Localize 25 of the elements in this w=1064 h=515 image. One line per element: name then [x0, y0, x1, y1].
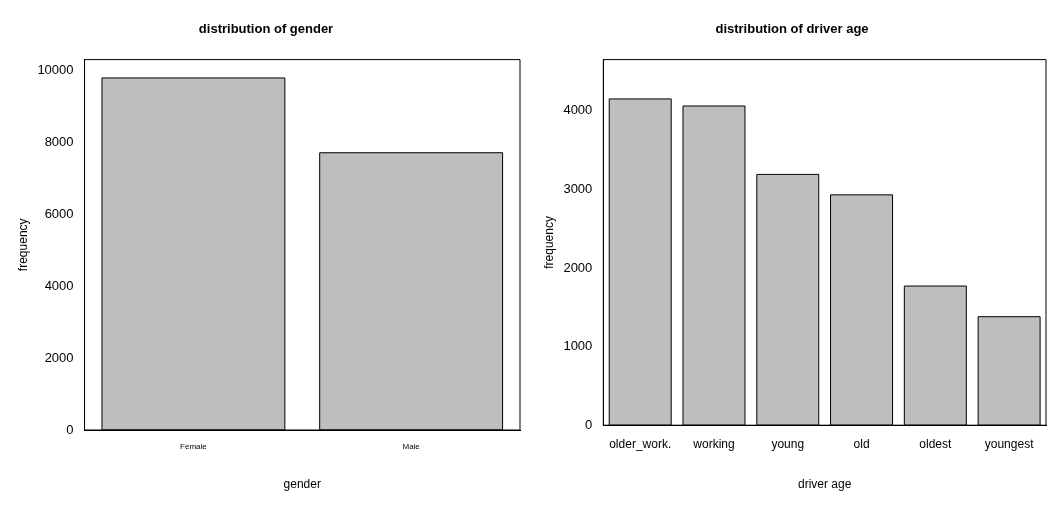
- x-tick-label: youngest: [984, 436, 1035, 451]
- chart-title: distribution of driver age: [715, 21, 869, 37]
- y-tick-label: 2000: [44, 349, 74, 365]
- y-tick-label: 4000: [44, 277, 74, 293]
- x-axis-title: driver age: [797, 477, 852, 492]
- y-axis-title: frequency: [15, 218, 30, 272]
- x-tick-label: oldest: [919, 436, 952, 451]
- chart-title: distribution of gender: [198, 21, 334, 37]
- y-tick-label: 0: [66, 421, 74, 437]
- x-tick-label: Male: [402, 442, 421, 451]
- y-axis-title: frequency: [541, 216, 556, 269]
- x-tick-label: older_work.: [609, 436, 672, 451]
- y-tick-label: 2000: [563, 259, 593, 275]
- y-tick-label: 8000: [44, 133, 74, 149]
- x-tick-label: Female: [180, 442, 208, 451]
- x-tick-label: old: [853, 436, 870, 451]
- y-tick-label: 1000: [563, 338, 593, 354]
- y-tick-label: 10000: [37, 61, 74, 77]
- x-tick-label: young: [771, 436, 805, 451]
- y-tick-label: 3000: [563, 180, 593, 196]
- y-tick-label: 4000: [563, 102, 593, 118]
- x-tick-label: working: [692, 436, 735, 451]
- y-tick-label: 6000: [44, 205, 74, 221]
- y-tick-label: 0: [585, 416, 593, 432]
- x-axis-title: gender: [283, 477, 321, 492]
